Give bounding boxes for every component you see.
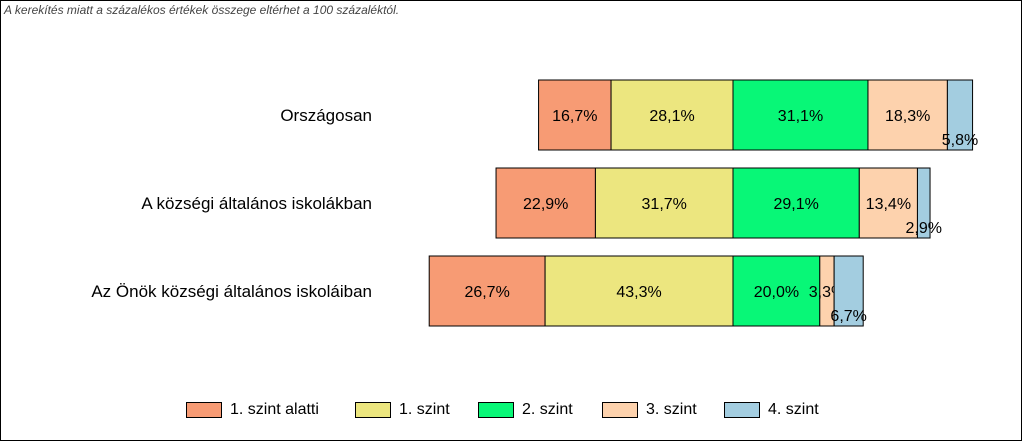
- data-label: 5,8%: [942, 132, 978, 149]
- legend-swatch: [724, 402, 760, 418]
- bar-segment: [544, 255, 734, 327]
- data-label: 28,1%: [649, 108, 694, 125]
- legend-item: 1. szint alatti: [186, 398, 319, 422]
- data-label: 6,7%: [830, 308, 866, 325]
- data-label: 31,1%: [778, 108, 823, 125]
- stacked-bar-chart: Országosan 16,7% 28,1% 31,1% 18,3% 5,8% A közs…: [91, 79, 978, 327]
- bar-segment: [867, 79, 948, 151]
- bar-segment: [833, 255, 864, 327]
- bar-segment: [428, 255, 546, 327]
- data-label: 22,9%: [523, 196, 568, 213]
- legend-swatch: [478, 402, 514, 418]
- legend-swatch: [602, 402, 638, 418]
- category-label: A községi általános iskolákban: [141, 194, 372, 213]
- data-label: 26,7%: [464, 284, 509, 301]
- bar-segment: [495, 167, 596, 239]
- legend-item: 4. szint: [724, 398, 819, 422]
- legend-item: 3. szint: [602, 398, 697, 422]
- category-label: Az Önök községi általános iskoláiban: [91, 282, 372, 301]
- data-label: 16,7%: [552, 108, 597, 125]
- data-label: 18,3%: [885, 108, 930, 125]
- legend-label: 4. szint: [768, 401, 819, 418]
- legend-label: 1. szint alatti: [230, 401, 319, 418]
- bar-segment: [946, 79, 974, 151]
- data-label: 43,3%: [616, 284, 661, 301]
- category-label: Országosan: [280, 106, 372, 125]
- bar-segment: [538, 79, 612, 151]
- legend-swatch: [355, 402, 391, 418]
- data-label: 20,0%: [754, 284, 799, 301]
- data-label: 13,4%: [866, 196, 911, 213]
- legend-label: 1. szint: [399, 401, 450, 418]
- data-label: 2,9%: [906, 220, 942, 237]
- legend-item: 1. szint: [355, 398, 450, 422]
- bar-segment: [594, 167, 734, 239]
- rounding-note: A kerekítés miatt a százalékos értékek ö…: [4, 3, 400, 17]
- data-label: 29,1%: [773, 196, 818, 213]
- legend-item: 2. szint: [478, 398, 573, 422]
- legend-label: 2. szint: [522, 401, 573, 418]
- legend-label: 3. szint: [646, 401, 697, 418]
- legend-swatch: [186, 402, 222, 418]
- bar-segment: [858, 167, 918, 239]
- bar-segment: [732, 167, 860, 239]
- bar-segment: [916, 167, 931, 239]
- legend: 1. szint alatti 1. szint 2. szint 3. szint 4…: [0, 398, 1022, 422]
- data-label: 31,7%: [642, 196, 687, 213]
